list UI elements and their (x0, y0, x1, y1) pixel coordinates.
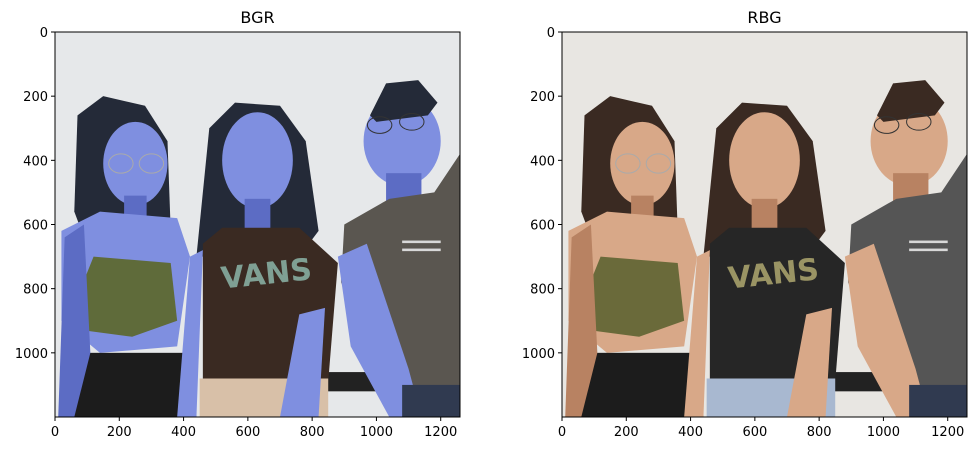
right-glasses-left (366, 116, 393, 134)
right-person-hair (370, 80, 438, 122)
left-person-top (80, 256, 178, 337)
x-tick-label: 200 (614, 425, 639, 440)
y-tick-label: 400 (530, 154, 555, 169)
y-tick-label: 600 (23, 219, 48, 234)
left-person-face (610, 121, 675, 206)
panel-0: VANS BGR 0 200 400 600 800 1000 1200 0 200 400 600 80… (15, 8, 461, 440)
y-tick-label: 800 (530, 283, 555, 298)
left-person-arm (565, 224, 598, 417)
middle-person-arm-right (280, 307, 325, 417)
y-tick-label: 200 (530, 90, 555, 105)
left-person-pants (574, 352, 704, 417)
x-tick-label: 800 (807, 425, 832, 440)
middle-person-arm-left (177, 250, 203, 417)
right-person-arm (337, 243, 422, 417)
shirt-print-line-2 (402, 248, 441, 252)
y-tick-label: 800 (23, 283, 48, 298)
y-tick-label: 1000 (522, 347, 555, 362)
x-tick-label: 600 (235, 425, 260, 440)
x-tick-label: 1000 (867, 425, 900, 440)
x-tick-label: 200 (107, 425, 132, 440)
right-person-pants (909, 384, 967, 417)
right-person-arm (844, 243, 929, 417)
left-glasses-left (615, 153, 641, 174)
y-tick-label: 600 (530, 219, 555, 234)
left-person-pants (67, 352, 197, 417)
x-tick-label: 1200 (931, 425, 964, 440)
x-tick-label: 600 (742, 425, 767, 440)
middle-person-neck (751, 198, 778, 231)
left-glasses-right (138, 153, 165, 174)
right-glasses-left (873, 116, 900, 134)
left-glasses-left (108, 153, 134, 174)
right-person-hair (877, 80, 945, 122)
right-person-pants (402, 384, 460, 417)
y-tick-label: 400 (23, 154, 48, 169)
photo-image: VANS (562, 32, 967, 417)
x-tick-label: 400 (171, 425, 196, 440)
shirt-print-line-2 (909, 248, 948, 252)
middle-person-face (222, 112, 293, 209)
right-glasses-right (906, 112, 932, 131)
middle-person-arm-right (787, 307, 832, 417)
panel-1: VANS RBG 0 200 400 600 800 1000 1200 0 200 400 600 80… (522, 8, 968, 440)
middle-person-neck (244, 198, 271, 231)
left-person-top (587, 256, 685, 337)
middle-person-face (729, 112, 800, 209)
panel-title: BGR (240, 8, 274, 27)
panel-title: RBG (747, 8, 781, 27)
x-tick-label: 800 (300, 425, 325, 440)
y-tick-label: 0 (40, 26, 48, 41)
x-tick-label: 1000 (360, 425, 393, 440)
y-tick-label: 0 (547, 26, 555, 41)
left-glasses-right (645, 153, 672, 174)
middle-person-arm-left (684, 250, 710, 417)
y-tick-label: 200 (23, 90, 48, 105)
shirt-print-line-1 (909, 240, 948, 244)
left-person-arm (58, 224, 91, 417)
x-tick-label: 400 (678, 425, 703, 440)
x-tick-label: 0 (51, 425, 59, 440)
y-tick-label: 1000 (15, 347, 48, 362)
x-tick-label: 1200 (424, 425, 457, 440)
shirt-print-line-1 (402, 240, 441, 244)
left-person-face (103, 121, 168, 206)
right-glasses-right (399, 112, 425, 131)
x-tick-label: 0 (558, 425, 566, 440)
photo-image: VANS (55, 32, 460, 417)
